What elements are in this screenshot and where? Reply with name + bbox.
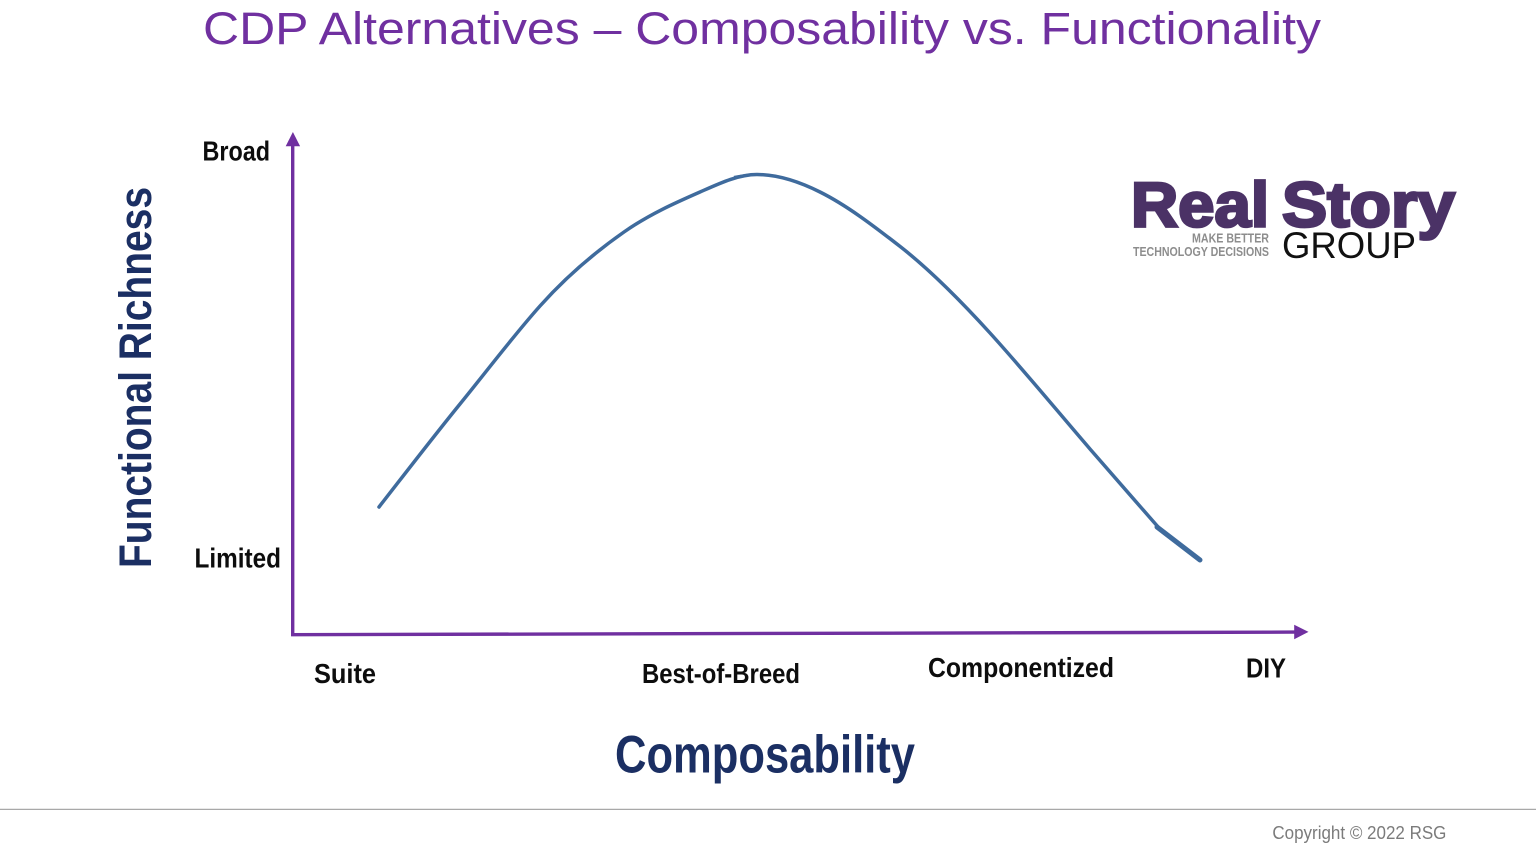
svg-text:Limited: Limited (195, 543, 282, 574)
svg-text:Broad: Broad (203, 136, 271, 167)
svg-text:Story: Story (1282, 171, 1455, 241)
svg-text:CDP Alternatives – Composabili: CDP Alternatives – Composability vs. Fun… (203, 3, 1322, 54)
svg-text:DIY: DIY (1246, 652, 1286, 683)
svg-text:MAKE BETTER: MAKE BETTER (1192, 230, 1269, 245)
svg-text:GROUP: GROUP (1282, 225, 1416, 266)
svg-text:Suite: Suite (314, 658, 376, 689)
svg-text:Real: Real (1131, 171, 1269, 241)
svg-text:Best-of-Breed: Best-of-Breed (642, 658, 800, 689)
svg-text:Functional Richness: Functional Richness (110, 187, 161, 568)
svg-text:Composability: Composability (615, 726, 915, 785)
svg-text:Componentized: Componentized (928, 652, 1114, 683)
svg-text:TECHNOLOGY DECISIONS: TECHNOLOGY DECISIONS (1133, 244, 1269, 259)
svg-text:Copyright © 2022 RSG: Copyright © 2022 RSG (1272, 822, 1446, 843)
